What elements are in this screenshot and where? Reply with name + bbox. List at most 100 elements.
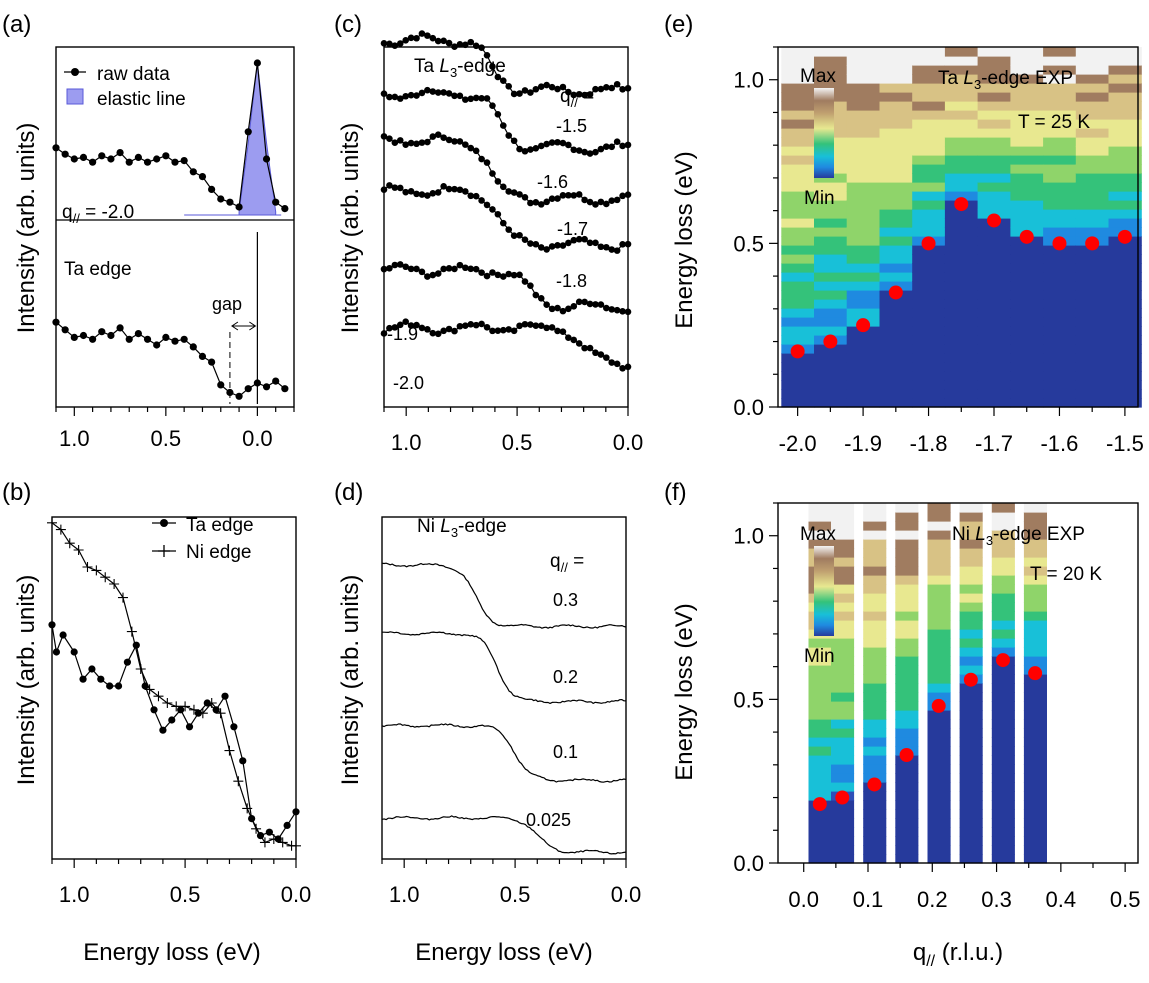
heatmap-cell — [895, 539, 919, 549]
ta-edge-point — [79, 675, 87, 683]
heatmap-cell — [991, 620, 1015, 630]
heatmap-cell — [846, 83, 880, 93]
gap-peak-marker — [1019, 229, 1034, 244]
heatmap-cell — [1010, 173, 1044, 183]
heatmap-cell — [895, 782, 919, 792]
heatmap-cell — [808, 674, 832, 684]
heatmap-cell — [863, 584, 887, 594]
heatmap-cell — [944, 101, 979, 111]
heatmap-cell — [944, 263, 979, 273]
heatmap-cell — [781, 137, 815, 147]
heatmap-cell — [1043, 218, 1077, 228]
panel-label-f: (f) — [664, 479, 687, 506]
trace-point — [407, 265, 415, 273]
heatmap-cell — [814, 362, 848, 372]
heatmap-cell — [959, 845, 983, 855]
trace-point — [391, 42, 399, 49]
gap-label: gap — [212, 294, 242, 314]
heatmap-cell — [814, 74, 848, 84]
heatmap-cell — [831, 701, 855, 711]
trace-point — [424, 326, 431, 333]
trace-point — [386, 264, 393, 272]
plot-frame-b — [51, 516, 297, 860]
heatmap-cell — [781, 380, 815, 390]
trace-point — [424, 273, 431, 280]
heatmap-cell — [895, 647, 919, 657]
heatmap-cell — [879, 137, 913, 147]
raw-data-point — [61, 150, 69, 158]
heatmap-cell — [781, 263, 815, 273]
trace-point — [418, 139, 426, 146]
trace-point — [608, 306, 616, 313]
trace-point — [575, 235, 583, 243]
heatmap-cell — [846, 290, 880, 300]
heatmap-cell — [846, 155, 880, 165]
trace-point — [570, 336, 578, 344]
heatmap-cell — [895, 800, 919, 810]
heatmap-cell — [846, 308, 880, 318]
raw-data-point — [125, 158, 133, 166]
heatmap-cell — [863, 521, 887, 531]
ta-edge-point — [272, 377, 280, 385]
heatmap-cell — [1010, 218, 1044, 228]
heatmap-cell — [808, 818, 832, 828]
trace-point — [592, 148, 599, 156]
trace-point — [570, 303, 578, 310]
heatmap-cell — [831, 809, 855, 819]
raw-data-point — [262, 155, 271, 163]
heatmap-cell — [808, 773, 832, 783]
gap-peak-marker — [1117, 229, 1132, 244]
panel-label-e: (e) — [664, 11, 693, 38]
heatmap-cell — [991, 503, 1015, 513]
heatmap-cell — [1023, 647, 1047, 657]
heatmap-cell — [808, 530, 832, 540]
heatmap-cell — [977, 128, 1011, 138]
heatmap-cell — [1023, 836, 1047, 846]
heatmap-cell — [1023, 800, 1047, 810]
x-tick-label: 1.0 — [391, 430, 422, 455]
trace-point — [543, 81, 550, 89]
gap-peak-marker — [1052, 236, 1067, 251]
heatmap-cell — [895, 566, 919, 576]
panel-label-d: (d) — [334, 479, 363, 506]
trace-point — [494, 327, 502, 334]
heatmap-cell — [846, 362, 880, 372]
heatmap-cell — [912, 146, 946, 156]
heatmap-cell — [846, 245, 880, 255]
heatmap-cell — [863, 674, 887, 684]
heatmap-cell — [977, 56, 1011, 66]
heatmap-cell — [991, 710, 1015, 720]
heatmap-cell — [977, 335, 1011, 345]
heatmap-cell — [808, 647, 832, 657]
heatmap-cell — [912, 191, 946, 201]
heatmap-cell — [846, 344, 880, 354]
trace-point — [396, 95, 404, 102]
x-tick-label: -1.5 — [1106, 431, 1144, 456]
trace-point — [489, 102, 496, 109]
ta-edge-point — [123, 658, 132, 666]
trace-point — [586, 344, 594, 352]
raw-data-point — [272, 198, 280, 206]
trace-point — [570, 146, 578, 154]
heatmap-cell — [879, 335, 913, 345]
heatmap-cell — [846, 110, 880, 120]
heatmap-cell — [977, 290, 1011, 300]
heatmap-cell — [781, 92, 815, 102]
raw-data-point — [153, 155, 161, 163]
x-tick-label: -1.6 — [1040, 431, 1078, 456]
heatmap-cell — [814, 299, 848, 309]
heatmap-cell — [895, 656, 919, 666]
trace-point — [613, 306, 621, 314]
heatmap-cell — [808, 512, 832, 522]
trace-point — [575, 191, 583, 198]
trace-point — [489, 327, 496, 335]
heatmap-cell — [879, 173, 913, 183]
heatmap-cell — [846, 281, 880, 291]
heatmap-cell — [879, 362, 913, 372]
trace-point — [603, 200, 610, 208]
legend-marker-ni-edge — [158, 545, 170, 557]
trace-point — [575, 147, 583, 154]
trace-point — [554, 138, 561, 146]
heatmap-cell — [1108, 308, 1142, 318]
trace-point — [472, 192, 480, 200]
